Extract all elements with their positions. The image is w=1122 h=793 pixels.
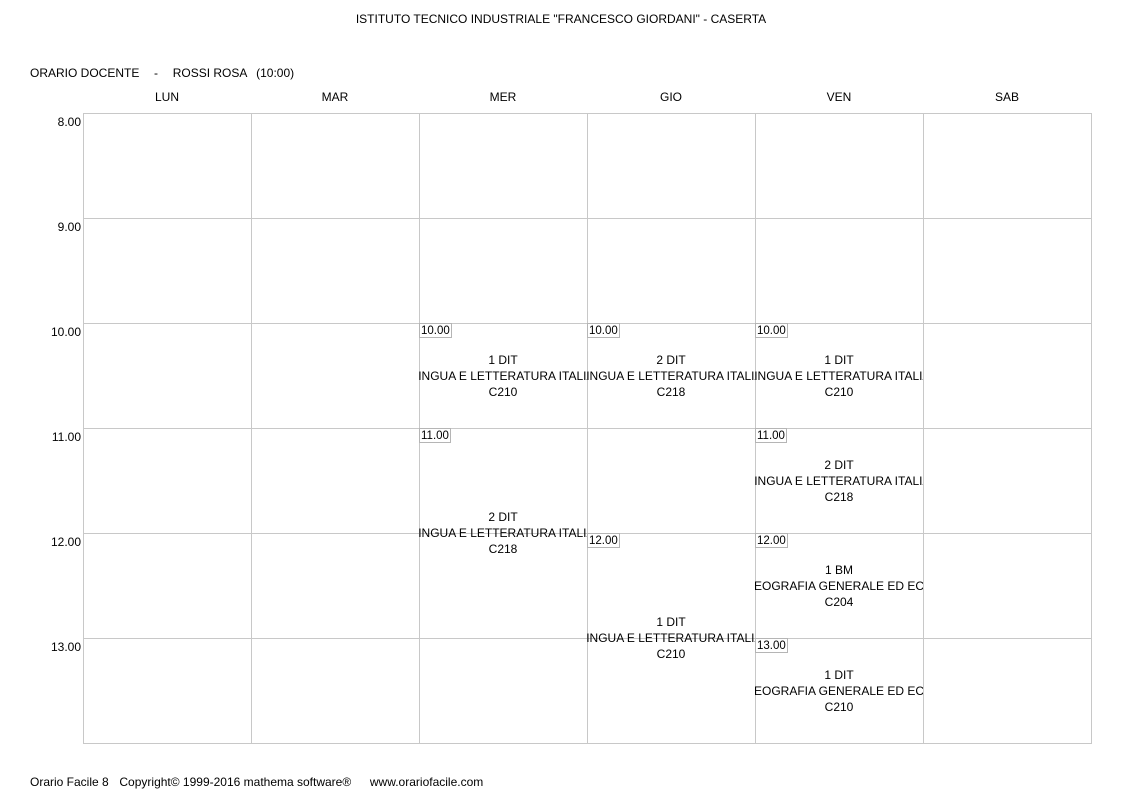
lesson-class: 1 DIT	[824, 667, 854, 682]
grid-line	[83, 428, 1091, 429]
lesson-start-time: 12.00	[755, 533, 788, 548]
lesson-room: C218	[656, 384, 686, 399]
lesson-class: 2 DIT	[656, 352, 686, 367]
day-header-ven: VEN	[826, 90, 852, 104]
lesson-block[interactable]: 1 DIT LINGUA E LETTERATURA ITALIA C210 1…	[587, 533, 755, 743]
timetable-grid: 1 DIT LINGUA E LETTERATURA ITALIA C210 1…	[83, 113, 1092, 744]
footer: Orario Facile 8 Copyright© 1999-2016 mat…	[30, 775, 483, 789]
footer-website-link[interactable]: www.orariofacile.com	[369, 775, 484, 789]
lesson-block[interactable]: 2 DIT LINGUA E LETTERATURA ITALIA C218 1…	[587, 323, 755, 428]
lesson-room: C210	[824, 384, 854, 399]
grid-line	[83, 218, 1091, 219]
lesson-start-time: 10.00	[587, 323, 620, 338]
lesson-room: C210	[488, 384, 518, 399]
hour-label-8: 8.00	[57, 115, 81, 129]
separator: -	[154, 66, 159, 80]
lesson-start-time: 13.00	[755, 638, 788, 653]
day-header-mer: MER	[489, 90, 517, 104]
lesson-start-time: 11.00	[755, 428, 787, 443]
lesson-subject: LINGUA E LETTERATURA ITALIA	[755, 368, 923, 383]
lesson-block[interactable]: 2 DIT LINGUA E LETTERATURA ITALIA C218 1…	[419, 428, 587, 638]
teacher-hours-total: (10:00)	[256, 66, 295, 80]
lesson-start-time: 11.00	[419, 428, 451, 443]
day-header-gio: GIO	[659, 90, 682, 104]
schedule-label: ORARIO DOCENTE	[30, 66, 140, 80]
hour-label-11: 11.00	[51, 430, 81, 444]
lesson-class: 1 DIT	[656, 615, 686, 629]
lesson-block[interactable]: 1 BM GEOGRAFIA GENERALE ED ECO C204 12.0…	[755, 533, 923, 638]
lesson-subject: LINGUA E LETTERATURA ITALIA	[587, 368, 755, 383]
grid-line	[83, 638, 1091, 639]
lesson-start-time: 10.00	[755, 323, 788, 338]
lesson-start-time: 12.00	[587, 533, 620, 548]
lesson-subject: LINGUA E LETTERATURA ITALIA	[587, 631, 755, 645]
hour-label-12: 12.00	[50, 535, 81, 549]
teacher-name: ROSSI ROSA	[172, 66, 248, 80]
hour-label-9: 9.00	[57, 220, 81, 234]
lesson-block[interactable]: 2 DIT LINGUA E LETTERATURA ITALIA C218 1…	[755, 428, 923, 533]
lesson-room: C210	[656, 647, 686, 661]
lesson-block[interactable]: 1 DIT GEOGRAFIA GENERALE ED ECO C210 13.…	[755, 638, 923, 743]
lesson-block[interactable]: 1 DIT LINGUA E LETTERATURA ITALIA C210 1…	[755, 323, 923, 428]
lesson-block[interactable]: 1 DIT LINGUA E LETTERATURA ITALIA C210 1…	[419, 323, 587, 428]
lesson-class: 1 DIT	[488, 352, 518, 367]
hour-label-10: 10.00	[50, 325, 81, 339]
lesson-subject: LINGUA E LETTERATURA ITALIA	[419, 526, 587, 540]
day-header-sab: SAB	[994, 90, 1019, 104]
day-header-lun: LUN	[154, 90, 179, 104]
lesson-class: 1 DIT	[824, 352, 854, 367]
lesson-room: C218	[824, 489, 854, 504]
lesson-subject: LINGUA E LETTERATURA ITALIA	[419, 368, 587, 383]
school-title: ISTITUTO TECNICO INDUSTRIALE "FRANCESCO …	[355, 12, 767, 26]
teacher-line: ORARIO DOCENTE - ROSSI ROSA (10:00)	[30, 66, 294, 80]
day-header-mar: MAR	[321, 90, 349, 104]
lesson-subject: LINGUA E LETTERATURA ITALIA	[755, 473, 923, 488]
footer-product: Orario Facile 8	[30, 775, 109, 789]
lesson-room: C210	[824, 699, 854, 714]
lesson-class: 2 DIT	[488, 510, 518, 524]
lesson-start-time: 10.00	[419, 323, 452, 338]
lesson-subject: GEOGRAFIA GENERALE ED ECO	[755, 578, 923, 593]
lesson-class: 2 DIT	[824, 457, 854, 472]
lesson-class: 1 BM	[824, 562, 853, 577]
lesson-subject: GEOGRAFIA GENERALE ED ECO	[755, 683, 923, 698]
lesson-room: C218	[488, 542, 518, 556]
hour-label-13: 13.00	[50, 640, 81, 654]
footer-copyright: Copyright© 1999-2016 mathema software®	[119, 775, 352, 789]
grid-line	[83, 113, 1091, 114]
lesson-room: C204	[824, 594, 854, 609]
